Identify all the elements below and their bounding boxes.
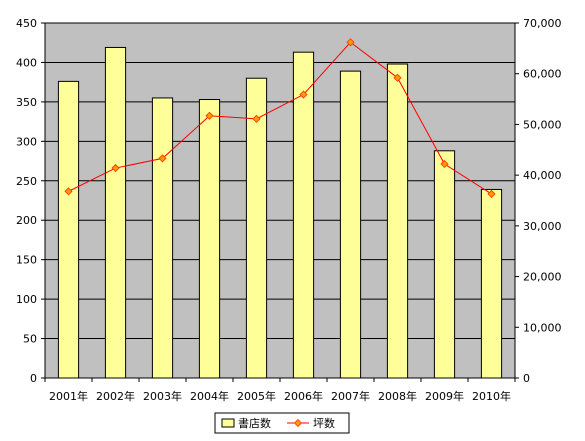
bar-series (57, 46, 503, 379)
bar (433, 150, 456, 379)
right-tick-label: 30,000 (523, 220, 562, 233)
legend: 書店数 坪数 (214, 412, 350, 434)
line-point (393, 73, 402, 82)
right-tick-label: 40,000 (523, 169, 562, 182)
legend-label-line: 坪数 (313, 417, 335, 430)
x-tick-label: 2001年 (49, 389, 88, 403)
left-axis-ticks: 0 50 100 150 200 250 300 350 400 450 (16, 17, 45, 385)
bar (151, 97, 174, 379)
right-tick-label: 20,000 (523, 271, 562, 284)
line-point (158, 154, 167, 163)
x-tick-label: 2007年 (331, 389, 370, 403)
right-tick-label: 0 (523, 372, 530, 385)
left-tick-label: 100 (16, 293, 37, 306)
legend-label-bar: 書店数 (238, 416, 271, 430)
x-tick-label: 2010年 (472, 389, 511, 403)
x-tick-label: 2003年 (143, 389, 182, 403)
x-tick-label: 2009年 (425, 389, 464, 403)
bar (292, 51, 315, 379)
x-tick-label: 2004年 (190, 389, 229, 403)
left-tick-label: 0 (30, 372, 37, 385)
x-axis-ticks: 2001年 2002年 2003年 2004年 2005年 2006年 2007年 2008年… (44, 378, 516, 403)
bar (386, 63, 409, 379)
bar (198, 99, 221, 379)
left-tick-label: 350 (16, 96, 37, 109)
line-point (346, 38, 355, 47)
x-tick-label: 2008年 (378, 389, 417, 403)
series-line (68, 41, 492, 195)
line-point (252, 114, 261, 123)
line-point (440, 159, 449, 169)
line-point (64, 187, 73, 196)
right-tick-label: 10,000 (523, 321, 562, 334)
right-tick-label: 50,000 (523, 118, 562, 131)
bar (57, 80, 80, 379)
bar (245, 77, 268, 379)
bar (104, 46, 127, 379)
line-series (64, 38, 496, 198)
left-tick-label: 200 (16, 214, 37, 227)
line-point (205, 111, 214, 120)
line-point (111, 163, 120, 173)
left-tick-label: 250 (16, 175, 37, 188)
bar (480, 188, 503, 379)
left-tick-label: 450 (16, 17, 37, 30)
left-tick-label: 300 (16, 135, 37, 148)
left-tick-label: 150 (16, 254, 37, 267)
right-axis-ticks: 0 10,000 20,000 30,000 40,000 50,000 60,000 70,… (515, 17, 562, 385)
x-tick-label: 2006年 (284, 389, 323, 403)
bar (339, 70, 362, 379)
right-tick-label: 70,000 (523, 17, 562, 30)
legend-swatch-bar (221, 418, 235, 428)
line-point (487, 189, 496, 198)
left-tick-label: 50 (23, 333, 37, 346)
legend-swatch-marker (293, 418, 303, 428)
line-point (299, 90, 308, 99)
legend-box (214, 412, 350, 434)
x-tick-label: 2005年 (237, 389, 276, 403)
right-tick-label: 60,000 (523, 68, 562, 81)
x-tick-label: 2002年 (96, 389, 135, 403)
left-tick-label: 400 (16, 56, 37, 69)
